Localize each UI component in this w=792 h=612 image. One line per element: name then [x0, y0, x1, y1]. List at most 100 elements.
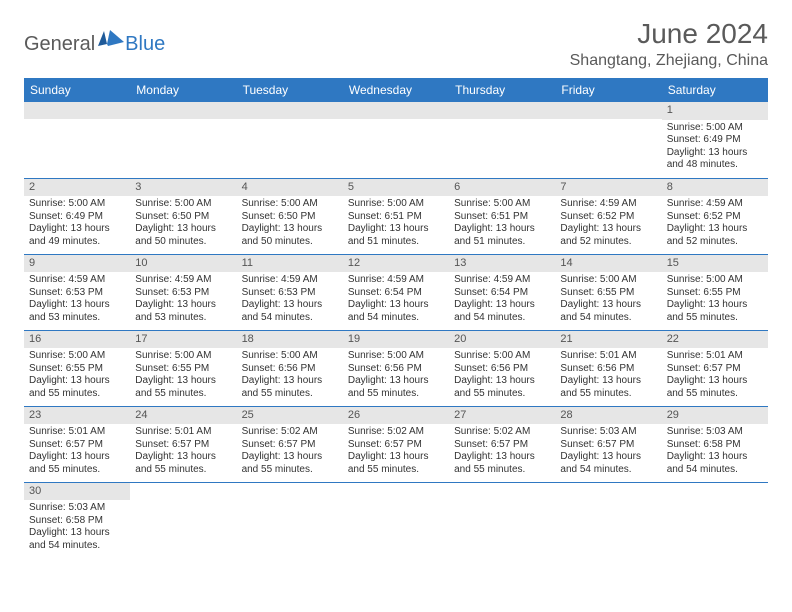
day-data: Sunrise: 5:03 AMSunset: 6:58 PMDaylight:… [662, 424, 768, 480]
sunrise-text: Sunrise: 5:00 AM [348, 198, 444, 211]
sunrise-text: Sunrise: 4:59 AM [348, 274, 444, 287]
day-cell: 8Sunrise: 4:59 AMSunset: 6:52 PMDaylight… [662, 178, 768, 254]
daynum-bar: 30 [24, 483, 130, 501]
sunset-text: Sunset: 6:57 PM [29, 439, 125, 452]
day-data: Sunrise: 5:03 AMSunset: 6:58 PMDaylight:… [24, 500, 130, 556]
empty-daynum-bar [343, 102, 449, 119]
daylight-text: Daylight: 13 hours and 54 minutes. [29, 527, 125, 552]
day-cell: 15Sunrise: 5:00 AMSunset: 6:55 PMDayligh… [662, 254, 768, 330]
day-data: Sunrise: 5:00 AMSunset: 6:51 PMDaylight:… [449, 196, 555, 252]
sunset-text: Sunset: 6:58 PM [29, 515, 125, 528]
day-cell: 2Sunrise: 5:00 AMSunset: 6:49 PMDaylight… [24, 178, 130, 254]
daylight-text: Daylight: 13 hours and 54 minutes. [560, 299, 656, 324]
sunrise-text: Sunrise: 5:00 AM [242, 198, 338, 211]
empty-daynum-bar [449, 102, 555, 119]
daylight-text: Daylight: 13 hours and 55 minutes. [242, 451, 338, 476]
sunset-text: Sunset: 6:49 PM [29, 211, 125, 224]
day-data: Sunrise: 5:01 AMSunset: 6:57 PMDaylight:… [24, 424, 130, 480]
day-cell [237, 102, 343, 178]
sunrise-text: Sunrise: 5:00 AM [348, 350, 444, 363]
sunrise-text: Sunrise: 5:01 AM [135, 426, 231, 439]
daylight-text: Daylight: 13 hours and 54 minutes. [242, 299, 338, 324]
day-data: Sunrise: 4:59 AMSunset: 6:54 PMDaylight:… [449, 272, 555, 328]
sunset-text: Sunset: 6:51 PM [348, 211, 444, 224]
logo-text-blue: Blue [125, 33, 165, 56]
sunrise-text: Sunrise: 5:03 AM [667, 426, 763, 439]
week-row: 9Sunrise: 4:59 AMSunset: 6:53 PMDaylight… [24, 254, 768, 330]
day-header: Sunday [24, 78, 130, 102]
day-cell: 11Sunrise: 4:59 AMSunset: 6:53 PMDayligh… [237, 254, 343, 330]
week-row: 16Sunrise: 5:00 AMSunset: 6:55 PMDayligh… [24, 330, 768, 406]
day-cell: 28Sunrise: 5:03 AMSunset: 6:57 PMDayligh… [555, 406, 661, 482]
sunset-text: Sunset: 6:49 PM [667, 134, 763, 147]
day-data: Sunrise: 5:01 AMSunset: 6:57 PMDaylight:… [662, 348, 768, 404]
daynum-bar: 28 [555, 407, 661, 425]
sunrise-text: Sunrise: 4:59 AM [29, 274, 125, 287]
daylight-text: Daylight: 13 hours and 55 minutes. [29, 375, 125, 400]
daylight-text: Daylight: 13 hours and 55 minutes. [667, 375, 763, 400]
location-label: Shangtang, Zhejiang, China [570, 52, 768, 70]
sunrise-text: Sunrise: 5:01 AM [29, 426, 125, 439]
daynum-bar: 5 [343, 179, 449, 197]
day-cell [130, 102, 236, 178]
day-cell: 17Sunrise: 5:00 AMSunset: 6:55 PMDayligh… [130, 330, 236, 406]
daynum-bar: 25 [237, 407, 343, 425]
sunset-text: Sunset: 6:50 PM [242, 211, 338, 224]
daynum-bar: 18 [237, 331, 343, 349]
daynum-bar: 27 [449, 407, 555, 425]
daylight-text: Daylight: 13 hours and 55 minutes. [135, 375, 231, 400]
day-cell: 20Sunrise: 5:00 AMSunset: 6:56 PMDayligh… [449, 330, 555, 406]
sunrise-text: Sunrise: 5:00 AM [135, 350, 231, 363]
day-cell [24, 102, 130, 178]
sunrise-text: Sunrise: 5:00 AM [560, 274, 656, 287]
daynum-bar: 1 [662, 102, 768, 120]
day-cell: 14Sunrise: 5:00 AMSunset: 6:55 PMDayligh… [555, 254, 661, 330]
day-cell: 21Sunrise: 5:01 AMSunset: 6:56 PMDayligh… [555, 330, 661, 406]
day-data: Sunrise: 5:00 AMSunset: 6:55 PMDaylight:… [555, 272, 661, 328]
calendar-body: 1Sunrise: 5:00 AMSunset: 6:49 PMDaylight… [24, 102, 768, 558]
day-cell: 26Sunrise: 5:02 AMSunset: 6:57 PMDayligh… [343, 406, 449, 482]
sunrise-text: Sunrise: 5:02 AM [454, 426, 550, 439]
day-data: Sunrise: 4:59 AMSunset: 6:53 PMDaylight:… [237, 272, 343, 328]
sunset-text: Sunset: 6:55 PM [29, 363, 125, 376]
day-cell: 27Sunrise: 5:02 AMSunset: 6:57 PMDayligh… [449, 406, 555, 482]
sunset-text: Sunset: 6:53 PM [242, 287, 338, 300]
day-header-row: Sunday Monday Tuesday Wednesday Thursday… [24, 78, 768, 102]
day-cell [237, 482, 343, 558]
daylight-text: Daylight: 13 hours and 54 minutes. [667, 451, 763, 476]
empty-daynum-bar [130, 102, 236, 119]
day-header: Friday [555, 78, 661, 102]
daynum-bar: 12 [343, 255, 449, 273]
day-cell: 24Sunrise: 5:01 AMSunset: 6:57 PMDayligh… [130, 406, 236, 482]
daylight-text: Daylight: 13 hours and 54 minutes. [348, 299, 444, 324]
sunrise-text: Sunrise: 4:59 AM [454, 274, 550, 287]
day-data: Sunrise: 5:00 AMSunset: 6:51 PMDaylight:… [343, 196, 449, 252]
sunset-text: Sunset: 6:53 PM [135, 287, 231, 300]
sunrise-text: Sunrise: 5:02 AM [242, 426, 338, 439]
day-cell [662, 482, 768, 558]
day-data: Sunrise: 5:00 AMSunset: 6:55 PMDaylight:… [130, 348, 236, 404]
sunrise-text: Sunrise: 5:00 AM [667, 274, 763, 287]
daylight-text: Daylight: 13 hours and 54 minutes. [560, 451, 656, 476]
day-cell [555, 482, 661, 558]
calendar-table: Sunday Monday Tuesday Wednesday Thursday… [24, 78, 768, 558]
logo: General Blue [24, 18, 165, 59]
sunrise-text: Sunrise: 4:59 AM [242, 274, 338, 287]
daylight-text: Daylight: 13 hours and 55 minutes. [454, 451, 550, 476]
empty-daynum-bar [555, 102, 661, 119]
day-data: Sunrise: 5:00 AMSunset: 6:49 PMDaylight:… [662, 120, 768, 176]
sunset-text: Sunset: 6:57 PM [135, 439, 231, 452]
week-row: 23Sunrise: 5:01 AMSunset: 6:57 PMDayligh… [24, 406, 768, 482]
day-cell: 16Sunrise: 5:00 AMSunset: 6:55 PMDayligh… [24, 330, 130, 406]
daylight-text: Daylight: 13 hours and 55 minutes. [135, 451, 231, 476]
daylight-text: Daylight: 13 hours and 55 minutes. [348, 375, 444, 400]
day-header: Saturday [662, 78, 768, 102]
day-cell [449, 482, 555, 558]
day-cell: 4Sunrise: 5:00 AMSunset: 6:50 PMDaylight… [237, 178, 343, 254]
daynum-bar: 20 [449, 331, 555, 349]
sunset-text: Sunset: 6:58 PM [667, 439, 763, 452]
day-data: Sunrise: 5:00 AMSunset: 6:50 PMDaylight:… [237, 196, 343, 252]
sunrise-text: Sunrise: 4:59 AM [135, 274, 231, 287]
day-cell [130, 482, 236, 558]
daylight-text: Daylight: 13 hours and 51 minutes. [454, 223, 550, 248]
